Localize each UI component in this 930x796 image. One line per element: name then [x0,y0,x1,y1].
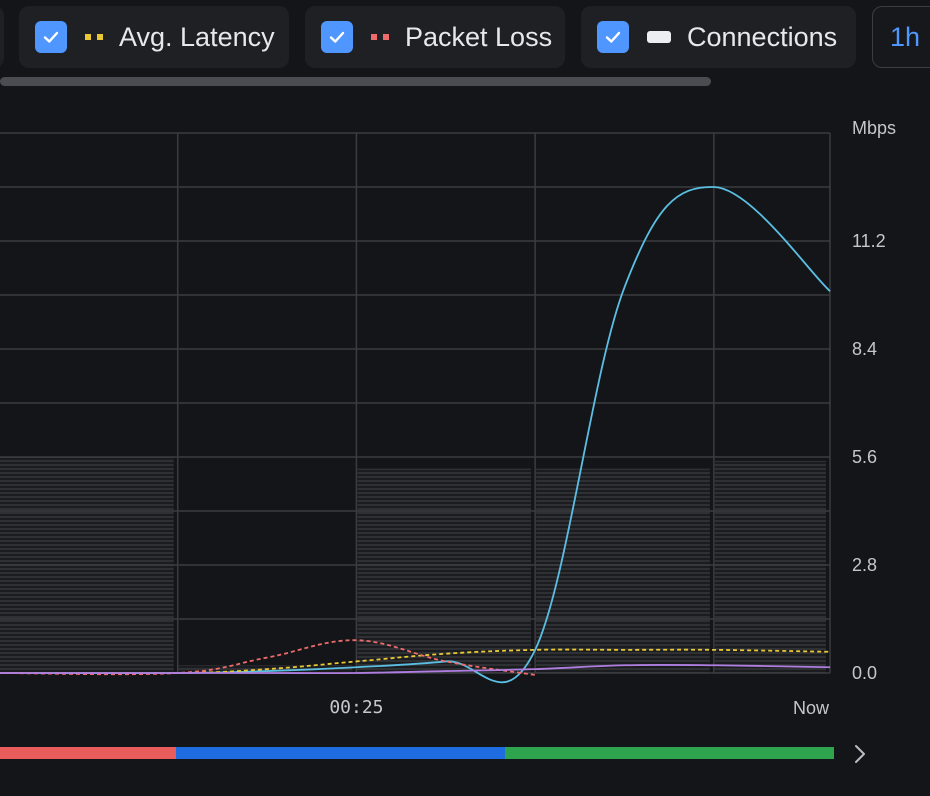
y-tick-label: 8.4 [852,339,877,359]
packet-loss-swatch [371,34,389,40]
checkbox-connections[interactable] [597,21,629,53]
avg-latency-swatch [85,34,103,40]
check-icon [605,31,621,43]
chevron-right-icon [855,745,865,763]
next-page-button[interactable] [850,740,870,768]
y-tick-label: 0.0 [852,663,877,683]
connections-bar [357,468,532,673]
timeline-segment[interactable] [175,747,505,759]
x-tick-label: 00:25 [329,697,383,718]
legend-bar: Avg. Latency Packet Loss Connections 1h [0,0,930,76]
legend-label-avg-latency: Avg. Latency [119,21,275,52]
timeline-bar[interactable] [0,747,834,759]
purple-line [0,663,831,675]
time-range-button[interactable]: 1h [872,6,930,68]
time-range-label: 1h [890,21,921,52]
legend-pill-packet-loss[interactable]: Packet Loss [305,6,565,68]
y-tick-label: 11.2 [852,231,886,251]
legend-pill-avg-latency[interactable]: Avg. Latency [19,6,289,68]
check-icon [43,31,59,43]
connections-bar [536,468,710,673]
timeline-segment[interactable] [504,747,834,759]
legend-label-connections: Connections [687,21,838,52]
y-tick-label: 2.8 [852,555,877,575]
legend-pill-partial[interactable] [0,6,4,68]
packet_loss-line [0,639,536,676]
x-tick-label: Now [793,698,830,718]
connections-swatch [647,31,671,43]
checkbox-avg-latency[interactable] [35,21,67,53]
checkbox-packet-loss[interactable] [321,21,353,53]
timeline-segment[interactable] [0,747,176,759]
check-icon [329,31,345,43]
traffic-chart: Mbps 0.0 2.8 5.6 8.4 11.2 00:25 Now [0,118,896,718]
legend-scrollbar[interactable] [0,77,711,86]
y-axis-unit-label: Mbps [852,118,896,138]
y-tick-label: 5.6 [852,447,877,467]
legend-label-packet-loss: Packet Loss [405,21,553,52]
legend-pill-connections[interactable]: Connections [581,6,856,68]
connections-bar [714,460,826,673]
